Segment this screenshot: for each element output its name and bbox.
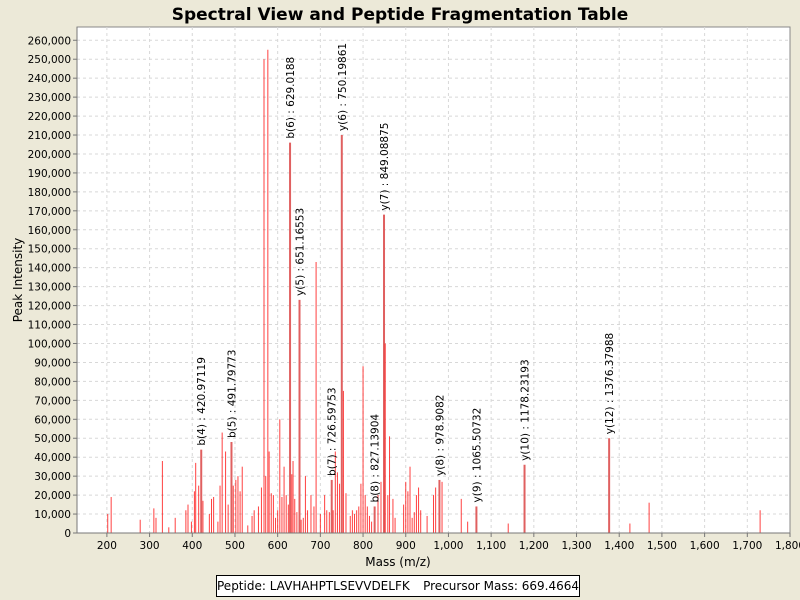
peak-annotation-label: y(9) : 1065.50732 <box>471 408 483 503</box>
peptide-info-box: Peptide: LAVHAHPTLSEVVDELFK Precursor Ma… <box>216 575 580 597</box>
x-tick-label: 1,000 <box>433 540 463 552</box>
x-tick-label: 1,200 <box>519 540 549 552</box>
y-tick-label: 250,000 <box>28 54 71 66</box>
y-tick-label: 210,000 <box>28 130 71 142</box>
y-tick-label: 120,000 <box>28 301 71 313</box>
y-tick-label: 140,000 <box>28 263 71 275</box>
y-tick-label: 80,000 <box>34 376 71 388</box>
y-tick-label: 150,000 <box>28 244 71 256</box>
y-tick-label: 180,000 <box>28 187 71 199</box>
y-tick-label: 100,000 <box>28 338 71 350</box>
x-tick-label: 1,500 <box>647 540 677 552</box>
precursor-mass: Precursor Mass: 669.4664 <box>423 579 579 593</box>
y-tick-label: 10,000 <box>34 509 71 521</box>
peak-annotation-label: y(7) : 849.08875 <box>379 123 391 211</box>
x-tick-label: 1,300 <box>561 540 591 552</box>
peak-annotations: b(4) : 420.97119 b(5) : 491.79773 b(6) : 6… <box>196 43 616 503</box>
y-tick-label: 170,000 <box>28 206 71 218</box>
y-axis-label: Peak Intensity <box>11 238 25 323</box>
y-tick-label: 90,000 <box>34 357 71 369</box>
y-tick-label: 70,000 <box>34 395 71 407</box>
grid-lines <box>77 27 790 533</box>
peaks <box>107 49 761 533</box>
y-tick-label: 30,000 <box>34 471 71 483</box>
y-tick-label: 200,000 <box>28 149 71 161</box>
peak-annotation-label: b(6) : 629.0188 <box>285 57 297 139</box>
y-tick-label: 130,000 <box>28 282 71 294</box>
peak-annotation-label: y(10) : 1178.23193 <box>520 359 532 460</box>
y-tick-label: 20,000 <box>34 490 71 502</box>
x-tick-label: 200 <box>97 540 117 552</box>
x-tick-label: 1,100 <box>476 540 506 552</box>
y-tick-label: 260,000 <box>28 35 71 47</box>
y-tick-label: 60,000 <box>34 414 71 426</box>
x-tick-label: 700 <box>310 540 330 552</box>
plot-area <box>76 26 791 534</box>
peak-annotation-label: b(4) : 420.97119 <box>196 357 208 446</box>
peak-annotation-label: y(5) : 651.16553 <box>295 208 307 296</box>
peak-annotation-label: y(8) : 978.9082 <box>434 395 446 476</box>
y-tick-label: 230,000 <box>28 92 71 104</box>
y-tick-label: 0 <box>64 528 71 540</box>
y-tick-label: 160,000 <box>28 225 71 237</box>
peak-annotation-label: b(7) : 726.59753 <box>327 387 339 476</box>
y-tick-label: 50,000 <box>34 433 71 445</box>
chart-title: Spectral View and Peptide Fragmentation … <box>172 5 629 25</box>
peak-annotation-label: b(5) : 491.79773 <box>226 349 238 438</box>
peak-annotation-label: y(12) : 1376.37988 <box>604 333 616 434</box>
peak-annotation-label: b(8) : 827.13904 <box>370 414 382 503</box>
x-tick-label: 1,600 <box>690 540 720 552</box>
y-tick-label: 220,000 <box>28 111 71 123</box>
peptide-sequence: Peptide: LAVHAHPTLSEVVDELFK <box>217 579 410 593</box>
x-tick-label: 300 <box>140 540 160 552</box>
axes: 200 300 400 500 600 700 800 900 1,000 1,100 1,200 1… <box>28 27 800 552</box>
y-tick-label: 110,000 <box>28 320 71 332</box>
x-axis-label: Mass (m/z) <box>365 555 430 569</box>
y-tick-label: 190,000 <box>28 168 71 180</box>
x-tick-label: 800 <box>353 540 373 552</box>
x-tick-label: 1,700 <box>732 540 762 552</box>
x-tick-label: 500 <box>225 540 245 552</box>
x-tick-label: 600 <box>268 540 288 552</box>
peak-annotation-label: y(6) : 750.19861 <box>337 43 349 131</box>
x-tick-label: 400 <box>182 540 202 552</box>
y-tick-label: 40,000 <box>34 452 71 464</box>
x-tick-label: 900 <box>396 540 416 552</box>
x-tick-label: 1,800 <box>775 540 800 552</box>
x-tick-label: 1,400 <box>604 540 634 552</box>
y-tick-label: 240,000 <box>28 73 71 85</box>
